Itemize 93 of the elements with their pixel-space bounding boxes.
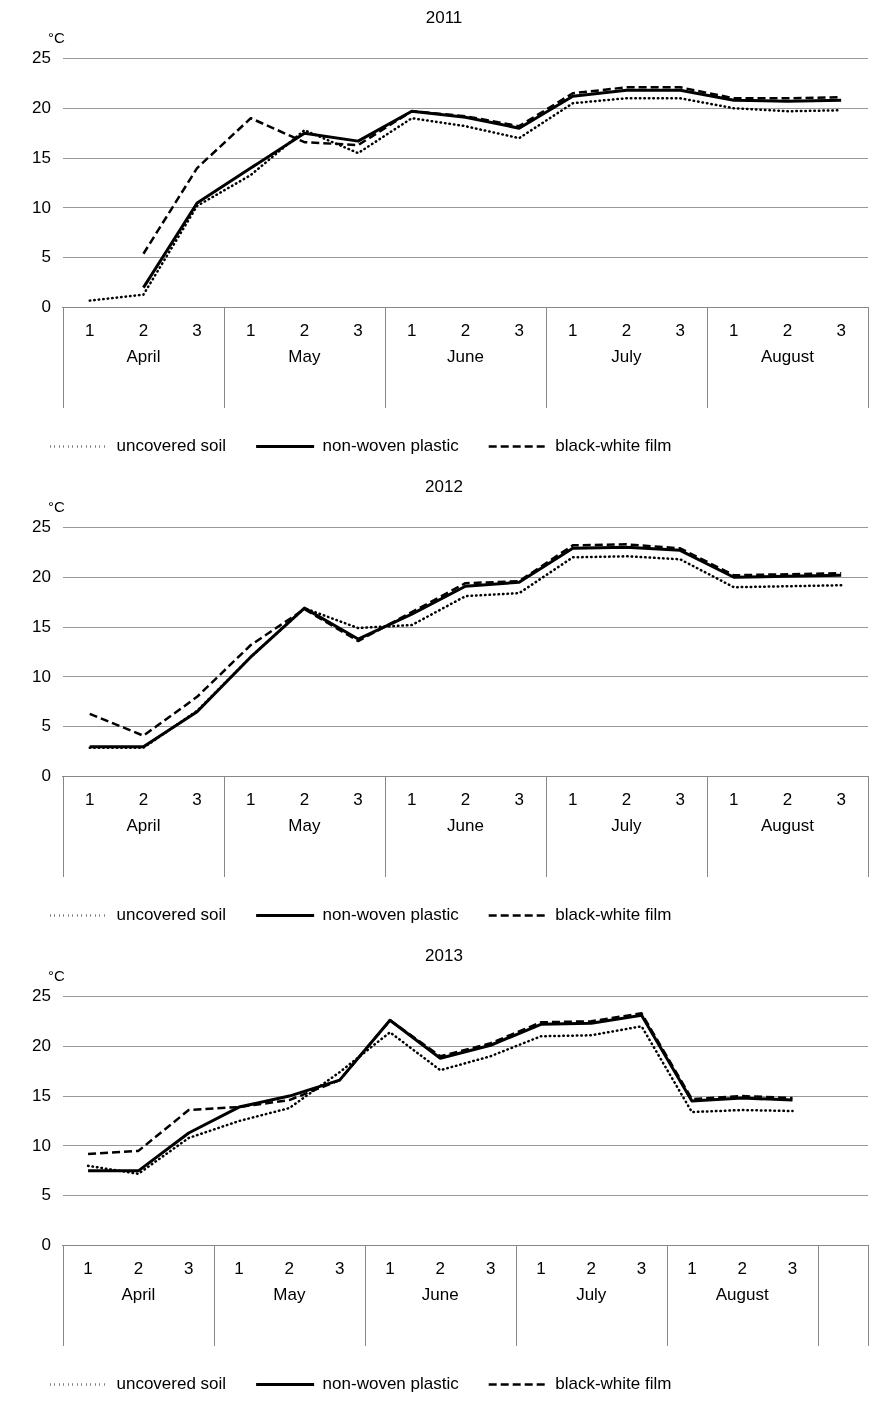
text: April	[121, 1285, 156, 1305]
y-tick-label: 20	[31, 1035, 51, 1055]
legend-label: non-woven plastic	[322, 1374, 460, 1394]
text: July	[611, 816, 643, 836]
legend-label: black-white film	[555, 1374, 672, 1394]
x-tick-label: 1	[246, 321, 256, 341]
x-tick-label: 3	[675, 321, 685, 341]
text: April	[126, 347, 161, 367]
x-tick-label: 3	[353, 321, 363, 341]
y-tick-label: 10	[31, 197, 51, 217]
x-tick-label: 3	[183, 1259, 194, 1279]
text: May	[273, 1285, 306, 1305]
x-tick-label: 2	[435, 1259, 446, 1279]
text: June	[421, 1285, 459, 1305]
x-tick-label: 1	[85, 321, 95, 341]
x-tick-label: 2	[138, 321, 149, 341]
legend-label: black-white film	[555, 436, 672, 456]
y-tick-label: 5	[41, 1185, 51, 1205]
x-tick-label: 2	[460, 321, 471, 341]
y-tick-label: 25	[31, 48, 51, 68]
text: May	[288, 816, 321, 836]
x-tick-label: 1	[234, 1259, 244, 1279]
x-tick-label: 3	[485, 1259, 496, 1279]
x-tick-label: 3	[334, 1259, 345, 1279]
y-tick-label: 20	[31, 97, 51, 117]
chart-title: 2011	[425, 7, 463, 27]
text: June	[447, 816, 484, 836]
x-tick-label: 1	[568, 321, 578, 341]
text: May	[288, 347, 321, 367]
y-tick-label: 25	[31, 517, 51, 537]
legend-label: black-white film	[555, 905, 672, 925]
x-tick-label: 1	[407, 790, 417, 810]
x-tick-label: 2	[621, 321, 632, 341]
x-tick-label: 3	[636, 1259, 647, 1279]
x-tick-label: 2	[460, 790, 471, 810]
x-tick-label: 2	[737, 1259, 747, 1279]
legend-label: uncovered soil	[116, 905, 227, 925]
x-tick-label: 3	[675, 790, 685, 810]
x-tick-label: 3	[353, 790, 363, 810]
y-axis-title: °C	[48, 967, 65, 985]
legend-label: non-woven plastic	[322, 905, 460, 925]
y-axis-title: °C	[48, 498, 65, 516]
x-tick-label: 2	[621, 790, 632, 810]
text: April	[126, 816, 161, 836]
y-axis-title: °C	[48, 29, 65, 47]
x-tick-label: 2	[782, 790, 793, 810]
x-tick-label: 2	[299, 790, 310, 810]
x-tick-label: 2	[138, 790, 149, 810]
text: July	[611, 347, 643, 367]
text: August	[761, 816, 815, 836]
text: July	[576, 1285, 607, 1305]
chart-title: 2013	[425, 945, 463, 965]
y-tick-label: 5	[41, 716, 51, 736]
x-tick-label: 3	[836, 790, 846, 810]
x-tick-label: 1	[83, 1259, 93, 1279]
x-tick-label: 2	[586, 1259, 596, 1279]
y-tick-label: 15	[31, 147, 51, 167]
y-tick-label: 0	[41, 297, 51, 317]
y-tick-label: 25	[31, 986, 51, 1006]
x-tick-label: 1	[536, 1259, 546, 1279]
x-tick-label: 2	[284, 1259, 295, 1279]
y-tick-label: 15	[31, 616, 51, 636]
legend-label: uncovered soil	[116, 1374, 227, 1394]
text: August	[761, 347, 815, 367]
x-tick-label: 3	[192, 321, 202, 341]
x-tick-label: 1	[729, 790, 739, 810]
x-tick-label: 3	[787, 1259, 798, 1279]
x-tick-label: 1	[85, 790, 95, 810]
y-tick-label: 0	[41, 1235, 51, 1255]
x-tick-label: 3	[192, 790, 202, 810]
x-tick-label: 2	[299, 321, 310, 341]
chart-title: 2012	[425, 476, 463, 496]
legend-label: non-woven plastic	[322, 436, 460, 456]
y-tick-label: 10	[31, 1135, 51, 1155]
text: August	[715, 1285, 769, 1305]
x-tick-label: 1	[407, 321, 417, 341]
x-tick-label: 3	[514, 321, 524, 341]
y-tick-label: 10	[31, 666, 51, 686]
x-tick-label: 1	[246, 790, 256, 810]
text: June	[447, 347, 484, 367]
x-tick-label: 3	[836, 321, 846, 341]
x-tick-label: 1	[568, 790, 578, 810]
x-tick-label: 3	[514, 790, 524, 810]
y-tick-label: 20	[31, 566, 51, 586]
y-tick-label: 15	[31, 1085, 51, 1105]
x-tick-label: 1	[687, 1259, 697, 1279]
x-tick-label: 1	[385, 1259, 395, 1279]
legend-label: uncovered soil	[116, 436, 227, 456]
y-tick-label: 0	[41, 766, 51, 786]
x-tick-label: 2	[133, 1259, 144, 1279]
y-tick-label: 5	[41, 247, 51, 267]
x-tick-label: 2	[782, 321, 793, 341]
x-tick-label: 1	[729, 321, 739, 341]
